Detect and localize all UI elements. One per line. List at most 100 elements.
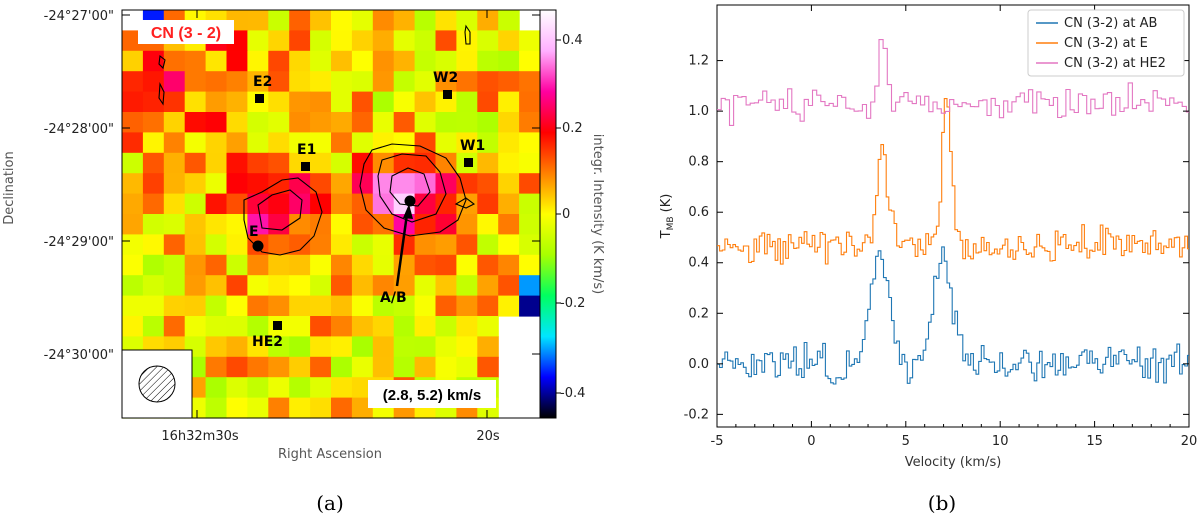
x-tick-label: -5 [711,434,724,449]
heatmap-cell [205,50,228,72]
heatmap-cell [393,173,416,195]
spectrum-series-2 [717,39,1189,126]
heatmap-cell [477,132,499,154]
heatmap-cell [393,275,416,297]
heatmap-cell [289,295,311,317]
heatmap-cell [331,91,353,113]
heatmap-cell [372,132,395,154]
heatmap-cell [435,112,457,133]
heatmap-cell [331,275,353,297]
heatmap-cell [519,132,541,154]
heatmap-cell [310,30,332,52]
heatmap-cell [331,214,353,235]
heatmap-cell [414,336,437,358]
heatmap-cell [477,254,499,276]
heatmap-cell [226,336,248,358]
heatmap-cell [268,214,290,235]
heatmap-cell [205,254,228,276]
heatmap-cell [205,214,228,235]
heatmap-cell [414,193,437,215]
heatmap-cell [268,91,290,113]
heatmap-cell [393,112,416,133]
heatmap-cell [498,71,520,93]
x-tick-label: 5 [902,434,910,449]
y-tick-label: 0.0 [688,357,709,372]
heatmap-cell [226,397,248,419]
heatmap-cell [351,30,374,52]
contour-ab-outer [359,143,467,237]
heatmap-cell [247,50,269,72]
heatmap-cell [268,193,290,215]
heatmap-cell [268,397,290,419]
heatmap-cell [310,336,332,358]
marker-w2-square [443,90,452,99]
heatmap-cell [435,10,457,31]
heatmap-cell [289,91,311,113]
heatmap-cell [247,275,269,297]
heatmap-cell [456,295,478,317]
contour-small-4 [454,197,476,209]
heatmap-cell [498,173,520,195]
heatmap-cell [310,10,332,31]
legend-label-ab: CN (3-2) at AB [1064,16,1157,31]
heatmap-cell [268,295,290,317]
heatmap-cell [289,377,311,399]
colorbar-tick: -0.4 [560,386,585,401]
heatmap-cell [331,173,353,195]
colorbar [539,9,557,419]
heatmap-cell [268,377,290,399]
heatmap-cell [477,112,499,133]
heatmap-cell [498,214,520,235]
heatmap-cell [477,71,499,93]
heatmap-cell [435,356,457,378]
spectrum-panel: -5 0 5 10 15 20 -0.2 0.0 0.2 0.4 0.6 0.8 1.0 1.2 Vel… [659,4,1198,515]
heatmap-cell [289,71,311,93]
heatmap-cell [226,356,248,378]
heatmap-cell [331,50,353,72]
heatmap-cell [268,254,290,276]
spectrum-xlabel: Velocity (km/s) [905,455,1002,470]
map-ylabel: Declination [2,151,17,225]
heatmap-cell [163,275,186,297]
heatmap-cell [393,10,416,31]
heatmap-cell [226,71,248,93]
heatmap-cell [331,10,353,31]
heatmap-cell [519,91,541,113]
heatmap-cell [226,91,248,113]
heatmap-cell [268,336,290,358]
velocity-label-box [368,380,496,408]
heatmap-cell [519,173,541,195]
heatmap-cell [310,91,332,113]
heatmap-cell [519,30,541,52]
heatmap-cell [268,50,290,72]
heatmap-cell [456,356,478,378]
heatmap-cell [122,152,144,174]
velocity-range-label: (2.8, 5.2) km/s [383,387,481,404]
heatmap-cell [289,397,311,419]
heatmap-cell [205,132,228,154]
heatmap-cell [122,275,144,297]
heatmap-cell [331,234,353,256]
x-tick-label: 20 [1181,434,1198,449]
heatmap-cell [310,275,332,297]
heatmap-cell [393,295,416,317]
heatmap-cell [519,275,541,297]
heatmap-cell [310,193,332,215]
marker-ab-arrowhead [403,204,413,219]
heatmap-cell [122,132,144,154]
heatmap-cell [477,214,499,235]
heatmap-cell [372,193,395,215]
heatmap-cell [393,30,416,52]
heatmap-cell [310,173,332,195]
heatmap-cell [289,234,311,256]
heatmap-cell [414,10,437,31]
heatmap-cell [477,173,499,195]
ra-tick: 20s [476,429,500,444]
heatmap-cell [122,214,144,235]
heatmap-cell [331,336,353,358]
marker-he2-label: HE2 [252,334,283,350]
heatmap-cell [477,91,499,113]
heatmap-cell [498,193,520,215]
marker-w1-square [464,158,473,167]
